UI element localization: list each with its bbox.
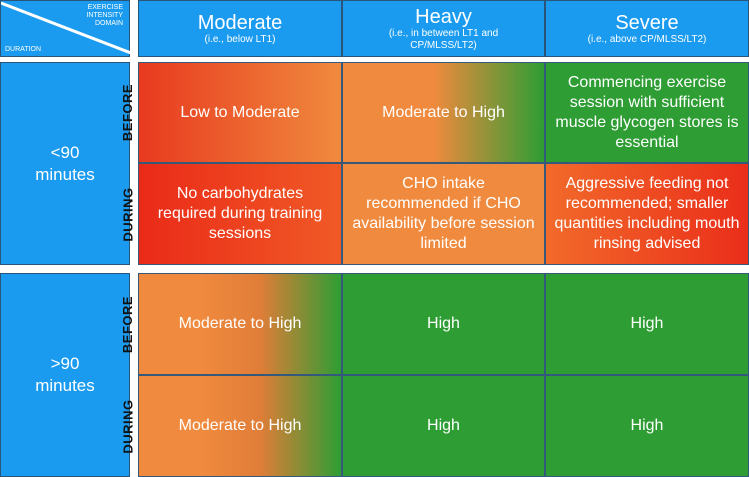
column-title: Moderate — [197, 11, 283, 34]
phase-text: DURING — [120, 186, 136, 242]
phase-text: DURING — [120, 398, 136, 454]
cell: CHO intake recommended if CHO availabili… — [342, 163, 545, 265]
phase-label: DURING — [118, 163, 138, 265]
cell: Moderate to High — [138, 273, 342, 375]
cell: Moderate to High — [138, 375, 342, 477]
column-header: Heavy (i.e., in between LT1 and CP/MLSS/L… — [342, 0, 545, 57]
corner-diagonal — [1, 1, 131, 55]
row-label: >90 minutes — [0, 273, 130, 477]
cell: Moderate to High — [342, 62, 545, 163]
phase-label: DURING — [118, 375, 138, 477]
phase-text: BEFORE — [120, 295, 136, 353]
phase-label: BEFORE — [118, 62, 138, 163]
corner-top-label: EXERCISE INTENSITY DOMAIN — [86, 4, 123, 27]
column-subtitle: (i.e., above CP/MLSS/LT2) — [587, 33, 707, 45]
column-title: Severe — [615, 11, 679, 34]
phase-text: BEFORE — [120, 83, 136, 142]
cell: Aggressive feeding not recommended; smal… — [545, 163, 749, 265]
column-title: Heavy — [415, 5, 472, 28]
cell: Commencing exercise session with suffici… — [545, 62, 749, 163]
column-subtitle: (i.e., in between LT1 and CP/MLSS/LT2) — [388, 27, 499, 51]
column-subtitle: (i.e., below LT1) — [204, 33, 276, 45]
cell: High — [545, 375, 749, 477]
cell: High — [342, 375, 545, 477]
cell: No carbohydrates required during trainin… — [138, 163, 342, 265]
column-header: Moderate (i.e., below LT1) — [138, 0, 342, 57]
corner-bottom-label: DURATION — [5, 46, 42, 53]
corner: EXERCISE INTENSITY DOMAIN DURATION — [0, 0, 131, 57]
row-label: <90 minutes — [0, 62, 130, 265]
cell: Low to Moderate — [138, 62, 342, 163]
phase-label: BEFORE — [118, 273, 138, 375]
column-header: Severe (i.e., above CP/MLSS/LT2) — [545, 0, 749, 57]
cell: High — [545, 273, 749, 375]
cell: High — [342, 273, 545, 375]
